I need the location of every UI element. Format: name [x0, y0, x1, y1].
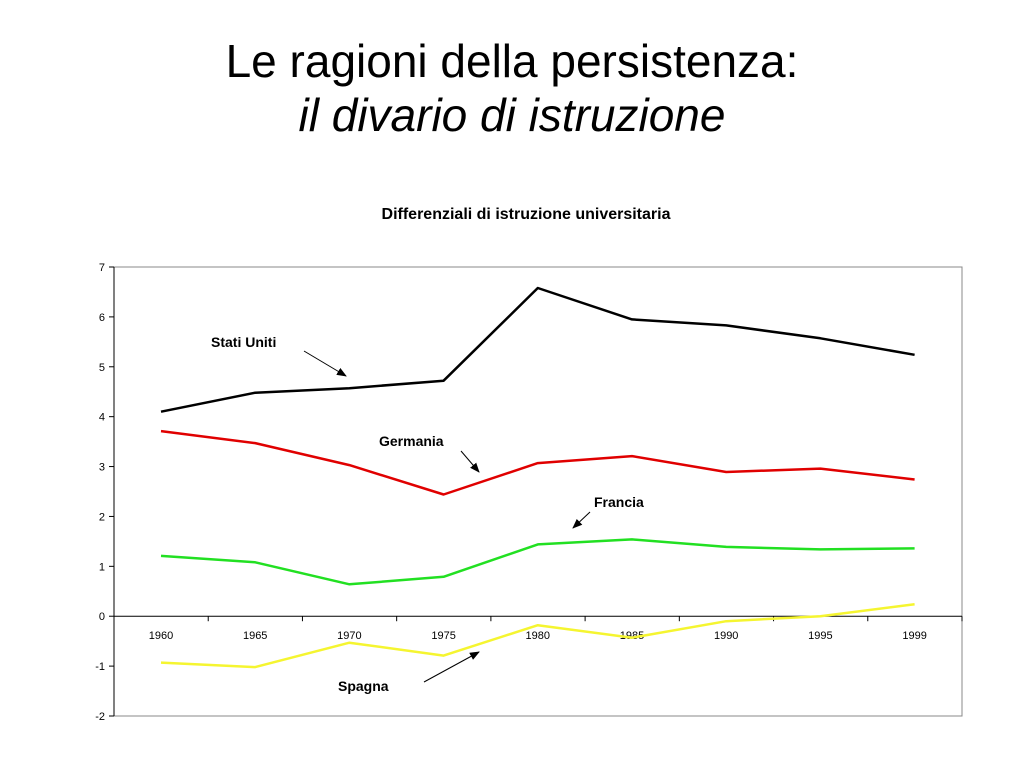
y-tick-label: 7	[99, 262, 105, 274]
x-tick-label: 1999	[902, 630, 926, 642]
y-tick-label: -1	[95, 661, 105, 673]
label-germania: Germania	[379, 433, 444, 449]
y-tick-label: 2	[99, 511, 105, 523]
y-tick-label: 3	[99, 462, 105, 474]
label-stati-uniti: Stati Uniti	[211, 334, 276, 350]
x-tick-label: 1960	[149, 630, 173, 642]
x-tick-label: 1985	[620, 630, 644, 642]
series-line-germania	[160, 429, 915, 496]
label-spagna: Spagna	[338, 678, 389, 694]
series-line-spagna	[160, 602, 915, 669]
y-tick-label: 0	[99, 611, 105, 623]
x-tick-label: 1970	[337, 630, 361, 642]
slide-title-main: Le ragioni della persistenza:	[225, 35, 799, 87]
series-line-stati-uniti	[160, 286, 915, 413]
arrow-stati-uniti	[303, 350, 347, 377]
slide-title: Le ragioni della persistenza: il divario…	[0, 34, 1024, 142]
x-tick-label: 1980	[526, 630, 550, 642]
x-tick-label: 1990	[714, 630, 738, 642]
y-tick-label: 4	[99, 412, 105, 424]
arrow-germania	[460, 450, 480, 473]
slide-subtitle: il divario di istruzione	[298, 89, 726, 141]
y-tick-label: 1	[99, 561, 105, 573]
y-tick-label: 5	[99, 362, 105, 374]
arrow-spagna	[423, 651, 480, 683]
arrow-francia	[572, 511, 591, 529]
x-tick-label: 1995	[808, 630, 832, 642]
x-tick-label: 1965	[243, 630, 267, 642]
y-tick-label: 6	[99, 312, 105, 324]
chart-title: Differenziali di istruzione universitari…	[381, 206, 671, 223]
y-tick-label: -2	[95, 711, 105, 723]
series-line-francia	[160, 538, 915, 586]
label-francia: Francia	[594, 494, 644, 510]
x-tick-label: 1975	[431, 630, 455, 642]
